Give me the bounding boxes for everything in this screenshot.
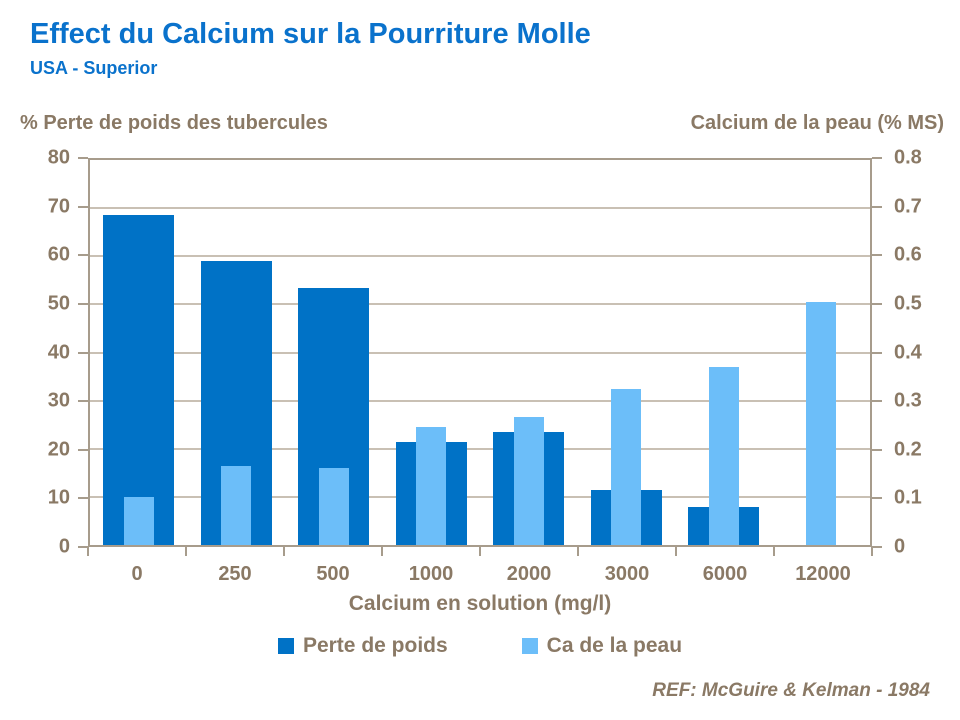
x-category-label: 12000 <box>795 563 851 585</box>
right-axis-title: Calcium de la peau (% MS) <box>690 112 944 134</box>
left-axis-tick <box>78 546 88 548</box>
left-axis-tick <box>78 400 88 403</box>
left-axis-tick <box>78 254 88 257</box>
right-axis-tick-label: 0.5 <box>894 292 922 315</box>
x-category-label: 1000 <box>408 563 454 585</box>
bar-ca-de-la-peau <box>806 301 837 545</box>
x-category-label: 0 <box>131 563 143 585</box>
x-category-label: 3000 <box>604 563 650 585</box>
left-axis-tick-label: 0 <box>58 535 70 558</box>
x-category-label: 2000 <box>506 563 552 585</box>
bar-ca-de-la-peau <box>416 427 447 545</box>
x-axis-tick <box>479 547 481 556</box>
x-axis-tick <box>577 547 579 556</box>
left-axis-tick <box>78 448 88 451</box>
left-axis-title: % Perte de poids des tubercules <box>20 112 328 134</box>
gridline <box>90 447 870 450</box>
x-axis-tick <box>87 547 89 556</box>
left-axis-tick-label: 30 <box>47 389 70 412</box>
bar-ca-de-la-peau <box>318 468 349 545</box>
bar-ca-de-la-peau <box>611 388 642 545</box>
gridline <box>90 495 870 498</box>
legend-label: Ca de la peau <box>546 634 683 657</box>
gridline <box>90 351 870 354</box>
legend-swatch-dark <box>277 638 294 654</box>
bar-ca-de-la-peau <box>123 496 154 545</box>
right-axis-tick <box>872 546 882 548</box>
legend-swatch-light <box>521 638 538 654</box>
right-axis-tick <box>872 497 882 500</box>
right-axis-tick <box>872 448 882 451</box>
left-axis-tick-label: 60 <box>47 243 70 266</box>
left-axis-tick-label: 40 <box>47 341 70 363</box>
plot-area <box>88 158 872 547</box>
x-axis-tick <box>283 547 285 556</box>
right-axis-tick <box>872 351 882 354</box>
chart-subtitle: USA - Superior <box>30 58 158 78</box>
x-axis-tick <box>773 547 775 556</box>
right-axis-tick-label: 0.2 <box>894 438 922 461</box>
bar-ca-de-la-peau <box>221 465 252 545</box>
right-axis-tick <box>872 157 882 159</box>
bar-perte-de-poids <box>103 215 175 545</box>
right-axis-tick <box>872 302 882 305</box>
right-axis-tick <box>872 400 882 403</box>
legend-item-perte-de-poids: Perte de poids <box>277 634 448 658</box>
legend-label: Perte de poids <box>302 634 448 657</box>
x-axis-tick <box>675 547 677 556</box>
right-axis-tick-label: 0.6 <box>894 243 922 266</box>
x-category-label: 500 <box>316 563 350 585</box>
chart-title: Effect du Calcium sur la Pourriture Moll… <box>30 18 591 50</box>
gridline <box>90 303 870 306</box>
gridline <box>90 399 870 402</box>
right-axis-tick-label: 0.1 <box>894 486 922 509</box>
right-axis-tick <box>872 254 882 257</box>
left-axis-tick-label: 10 <box>47 486 70 509</box>
reference-text: REF: McGuire & Kelman - 1984 <box>652 680 930 701</box>
x-axis-title: Calcium en solution (mg/l) <box>348 592 612 615</box>
x-axis-tick <box>381 547 383 556</box>
legend-item-ca-de-la-peau: Ca de la peau <box>521 634 683 658</box>
left-axis-tick-label: 70 <box>47 195 70 218</box>
legend: Perte de poids Ca de la peau <box>0 634 960 658</box>
left-axis-tick <box>78 205 88 208</box>
left-axis-tick-label: 80 <box>47 146 70 169</box>
right-axis-tick-label: 0 <box>894 535 906 558</box>
right-axis-tick-label: 0.8 <box>894 146 922 169</box>
x-axis-tick <box>185 547 187 556</box>
bar-ca-de-la-peau <box>708 366 739 545</box>
left-axis-tick-label: 50 <box>47 292 70 315</box>
right-axis-tick-label: 0.4 <box>894 341 922 363</box>
left-axis-tick <box>78 302 88 305</box>
left-axis-tick <box>78 351 88 354</box>
x-category-label: 250 <box>218 563 252 585</box>
left-axis-tick-label: 20 <box>47 438 70 461</box>
right-axis-tick <box>872 205 882 208</box>
left-axis-tick <box>78 497 88 500</box>
left-axis-tick <box>78 157 88 159</box>
right-axis-tick-label: 0.3 <box>894 389 922 412</box>
gridline <box>90 207 870 210</box>
bar-ca-de-la-peau <box>513 417 544 545</box>
right-axis-tick-label: 0.7 <box>894 195 922 218</box>
x-category-label: 6000 <box>702 563 748 585</box>
gridline <box>90 255 870 258</box>
x-axis-tick <box>871 547 873 556</box>
